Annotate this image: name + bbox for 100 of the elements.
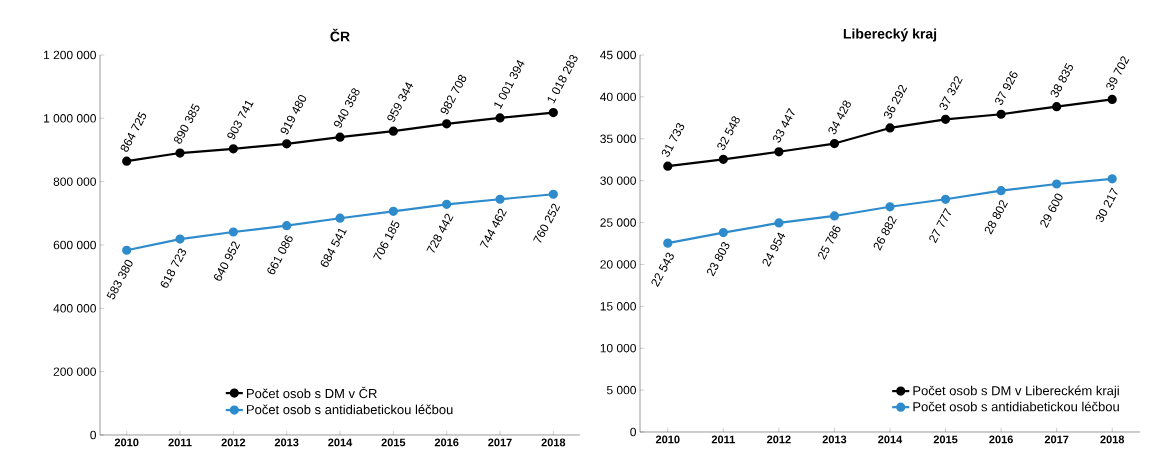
point	[718, 154, 728, 164]
data-label: 919 480	[280, 95, 307, 135]
data-label: 1 018 283	[547, 54, 578, 104]
data-label: 982 708	[440, 74, 467, 115]
data-label: 31 733	[661, 123, 685, 157]
y-tick-label: 1 200 000	[44, 50, 96, 60]
y-tick-label: 0	[90, 430, 97, 440]
y-tick-label: 0	[630, 427, 637, 437]
point	[175, 234, 185, 244]
x-tick-label: 2015	[381, 438, 406, 447]
x-tick-label: 2016	[434, 438, 459, 447]
point	[774, 218, 784, 228]
point	[282, 221, 292, 231]
point	[282, 139, 292, 149]
point	[548, 107, 558, 118]
x-tick-label: 2015	[933, 435, 958, 444]
y-tick-label: 5 000	[606, 385, 636, 395]
point	[122, 156, 132, 166]
y-tick-label: 20 000	[600, 260, 636, 269]
data-label: 27 777	[929, 207, 952, 244]
point	[175, 148, 185, 158]
x-tick-label: 2013	[274, 438, 299, 447]
x-tick-label: 2017	[1044, 435, 1069, 444]
point	[1107, 174, 1117, 184]
data-label: 760 252	[533, 203, 561, 243]
y-tick-label: 200 000	[53, 367, 96, 376]
x-tick-label: 2012	[221, 438, 246, 447]
legend-label: Počet osob s DM v Libereckém kraji	[913, 385, 1119, 398]
data-label: 26 882	[873, 216, 897, 251]
point	[774, 147, 784, 157]
point	[663, 238, 673, 248]
point	[885, 123, 895, 133]
y-tick-label: 1 000 000	[44, 114, 96, 123]
data-label: 30 217	[1095, 187, 1118, 223]
legend-label: Počet osob s antidiabetickou léčbou	[913, 401, 1119, 412]
y-tick-label: 35 000	[600, 134, 636, 144]
data-label: 1 001 394	[494, 60, 525, 109]
data-label: 744 462	[479, 208, 507, 248]
data-label: 39 702	[1106, 56, 1130, 91]
point	[495, 194, 505, 204]
x-tick-label: 2016	[989, 435, 1013, 444]
point	[829, 138, 840, 149]
x-tick-label: 2017	[488, 438, 512, 447]
point	[548, 189, 558, 199]
y-tick-label: 400 000	[53, 304, 96, 313]
y-tick-label: 40 000	[600, 92, 636, 102]
data-label: 34 428	[828, 100, 851, 135]
data-label: 32 548	[717, 116, 740, 150]
data-label: 583 380	[106, 259, 133, 300]
point	[940, 114, 951, 124]
point	[442, 199, 452, 209]
y-tick-label: 30 000	[600, 176, 636, 185]
data-label: 618 723	[160, 248, 187, 288]
x-tick-label: 2011	[711, 435, 735, 444]
point	[442, 119, 452, 129]
x-tick-label: 2010	[114, 438, 139, 447]
data-label: 864 725	[120, 111, 147, 152]
data-label: 684 541	[320, 228, 347, 267]
data-label: 640 952	[214, 241, 241, 281]
y-tick-label: 800 000	[53, 177, 96, 186]
point	[388, 126, 398, 136]
x-tick-label: 2013	[822, 435, 847, 444]
data-label: 661 086	[267, 235, 293, 275]
chart-title: Liberecký kraj	[843, 28, 937, 42]
data-label: 22 543	[651, 252, 674, 287]
data-label: 28 802	[984, 200, 1008, 235]
point	[335, 132, 345, 142]
x-tick-label: 2010	[655, 435, 680, 444]
x-tick-label: 2012	[767, 435, 791, 444]
data-label: 33 447	[772, 107, 795, 143]
point	[996, 186, 1006, 196]
data-label: 25 786	[818, 225, 841, 260]
data-label: 23 803	[706, 242, 730, 277]
data-label: 940 358	[333, 88, 360, 128]
point	[1107, 94, 1117, 104]
point	[388, 206, 398, 216]
legend-label: Počet osob s DM v ČR	[247, 386, 377, 399]
x-tick-label: 2011	[168, 438, 192, 447]
point	[940, 194, 951, 204]
data-label: 728 442	[426, 213, 454, 253]
point	[335, 213, 345, 223]
y-tick-label: 15 000	[600, 302, 636, 311]
point	[1052, 102, 1062, 112]
data-label: 38 835	[1050, 63, 1074, 98]
data-label: 37 926	[995, 71, 1018, 105]
data-label: 24 954	[762, 232, 786, 267]
point	[996, 109, 1006, 119]
y-tick-label: 45 000	[600, 50, 636, 60]
data-label: 959 344	[387, 82, 414, 122]
x-tick-label: 2014	[878, 435, 903, 444]
data-label: 706 185	[373, 220, 400, 260]
point	[885, 202, 895, 212]
point	[228, 227, 238, 237]
x-tick-label: 2014	[328, 438, 353, 447]
point	[122, 245, 132, 255]
y-tick-label: 10 000	[600, 343, 636, 353]
x-tick-label: 2018	[541, 438, 566, 447]
data-label: 890 385	[173, 103, 200, 144]
x-tick-label: 2018	[1100, 435, 1125, 444]
point	[663, 161, 673, 171]
